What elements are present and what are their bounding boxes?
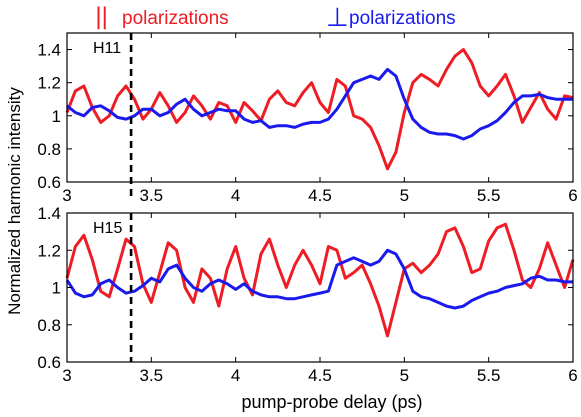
x-tick-label: 5.5 xyxy=(477,186,501,205)
x-tick-label: 3 xyxy=(62,186,71,205)
x-tick-label: 4.5 xyxy=(308,366,332,385)
legend-perpendicular-label: polarizations xyxy=(349,8,456,29)
x-tick-label: 4 xyxy=(231,186,240,205)
x-tick-label: 5.5 xyxy=(477,366,501,385)
plot-frame xyxy=(66,32,574,183)
x-tick-label: 6 xyxy=(568,366,577,385)
panel-h11: 3 3.5 4 4.5 5 5.5 6 0.6 0.8 1 1.2 1.4 H11 xyxy=(37,32,578,205)
y-tick-label: 0.6 xyxy=(37,353,61,372)
y-tick-label: 1.4 xyxy=(37,41,61,60)
x-tick-label: 5 xyxy=(400,186,409,205)
x-tick-label: 5 xyxy=(400,366,409,385)
legend-perpendicular-symbol: ⊥ xyxy=(326,2,349,32)
panel-label: H15 xyxy=(93,220,122,237)
series-line-parallel xyxy=(65,222,575,338)
y-tick-label: 0.8 xyxy=(37,316,61,335)
y-tick-label: 1.2 xyxy=(37,74,61,93)
y-tick-label: 1 xyxy=(52,279,61,298)
series-line-perpendicular xyxy=(65,248,573,310)
y-tick-label: 0.6 xyxy=(37,173,61,192)
y-tick-label: 1 xyxy=(52,107,61,126)
panel-h15: 3 3.5 4 4.5 5 5.5 6 0.6 0.8 1 1.2 1.4 H15 xyxy=(37,204,577,385)
plot-frame xyxy=(66,212,574,363)
y-axis-label: Normalized harmonic intensity xyxy=(5,87,24,315)
panels: 3 3.5 4 4.5 5 5.5 6 0.6 0.8 1 1.2 1.4 H11 3 3.5 4 4.5 5 5.… xyxy=(37,32,578,385)
panel-label: H11 xyxy=(93,40,121,57)
x-tick-label: 4 xyxy=(231,366,240,385)
legend-parallel-symbol: || xyxy=(95,3,107,30)
series-line-perpendicular xyxy=(66,67,573,141)
y-tick-label: 1.2 xyxy=(37,241,61,260)
y-tick-label: 1.4 xyxy=(37,204,61,223)
x-tick-label: 3 xyxy=(62,366,71,385)
x-tick-label: 6 xyxy=(568,186,577,205)
x-tick-label: 3.5 xyxy=(140,186,164,205)
legend-parallel-label: polarizations xyxy=(122,8,229,29)
x-axis-label: pump-probe delay (ps) xyxy=(241,392,422,412)
x-tick-label: 3.5 xyxy=(140,366,164,385)
y-tick-label: 0.8 xyxy=(37,140,61,159)
x-tick-label: 4.5 xyxy=(308,186,332,205)
legend: || polarizations ⊥ polarizations xyxy=(95,2,456,32)
